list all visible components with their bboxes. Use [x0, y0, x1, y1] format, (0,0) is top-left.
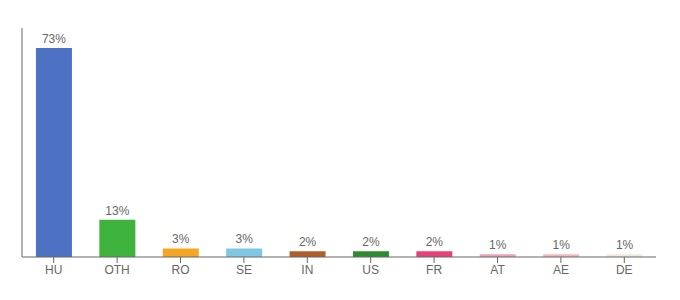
svg-text:SE: SE [236, 263, 252, 277]
svg-text:1%: 1% [616, 238, 634, 252]
svg-text:3%: 3% [235, 232, 253, 246]
svg-text:US: US [362, 263, 379, 277]
svg-text:RO: RO [172, 263, 190, 277]
svg-text:1%: 1% [552, 238, 570, 252]
svg-text:HU: HU [45, 263, 62, 277]
svg-text:2%: 2% [426, 235, 444, 249]
svg-text:1%: 1% [489, 238, 507, 252]
svg-text:IN: IN [301, 263, 313, 277]
svg-text:OTH: OTH [104, 263, 129, 277]
svg-text:73%: 73% [42, 32, 66, 46]
svg-text:13%: 13% [105, 204, 129, 218]
svg-text:FR: FR [426, 263, 442, 277]
svg-text:AT: AT [490, 263, 505, 277]
svg-text:2%: 2% [299, 235, 317, 249]
svg-text:2%: 2% [362, 235, 380, 249]
svg-text:DE: DE [616, 263, 633, 277]
svg-text:AE: AE [553, 263, 569, 277]
svg-text:3%: 3% [172, 232, 190, 246]
